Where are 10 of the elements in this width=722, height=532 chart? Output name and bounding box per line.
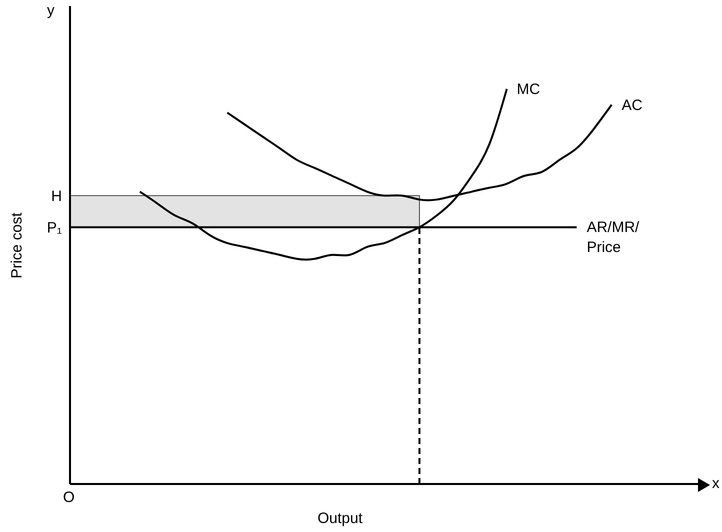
text: P₁	[46, 220, 62, 237]
text: y	[47, 2, 54, 19]
series-label: AC	[622, 96, 643, 114]
text: x	[712, 475, 720, 492]
y-axis-title: Price cost	[8, 212, 26, 280]
x-axis-title: Output	[316, 510, 364, 527]
series-label: MC	[516, 80, 540, 98]
series-label: AR/MR/ Price	[586, 219, 640, 256]
text: O	[63, 489, 75, 506]
text: H	[51, 188, 62, 205]
